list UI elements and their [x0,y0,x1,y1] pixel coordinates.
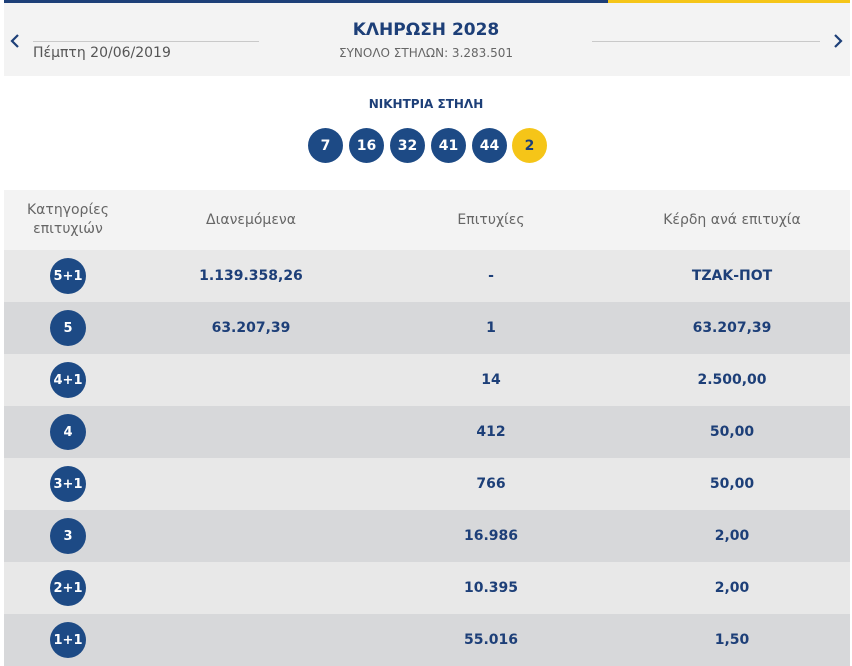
distributed-cell [151,458,351,510]
winners-cell: - [488,268,494,284]
category-badge: 4 [50,414,86,450]
prize-cell: 50,00 [709,476,755,492]
winners-cell: 55.016 [463,632,519,648]
category-badge: 5+1 [50,258,86,294]
category-badge: 3 [50,518,86,554]
winners-cell: 766 [476,476,506,492]
next-draw-button[interactable] [826,26,850,56]
header-divider-right [592,41,820,42]
table-row: 2+1 10.395 2,00 [4,562,850,614]
category-badge: 1+1 [50,622,86,658]
progress-bar-yellow [608,0,850,3]
winning-number-ball: 16 [349,128,384,163]
distributed-cell: 1.139.358,26 [199,268,303,284]
total-columns: ΣΥΝΟΛΟ ΣΤΗΛΩΝ: 3.283.501 [338,46,514,60]
table-row: 5+1 1.139.358,26 - ΤΖΑΚ-ΠΟΤ [4,250,850,302]
progress-bar-blue [4,0,608,3]
prize-cell: 2.500,00 [697,372,767,388]
header-prize: Κέρδη ανά επιτυχία [663,211,801,228]
prize-cell: 2,00 [714,528,750,544]
bonus-number-ball: 2 [512,128,547,163]
winning-column-label: ΝΙΚΗΤΡΙΑ ΣΤΗΛΗ [368,97,484,111]
previous-draw-button[interactable] [3,26,27,56]
draw-date: Πέμπτη 20/06/2019 [33,45,171,61]
distributed-cell: 63.207,39 [211,320,291,336]
table-row: 5 63.207,39 1 63.207,39 [4,302,850,354]
prize-cell: 1,50 [714,632,750,648]
header-winners: Επιτυχίες [457,211,525,228]
category-badge: 2+1 [50,570,86,606]
category-badge: 3+1 [50,466,86,502]
winners-cell: 412 [476,424,506,440]
prize-table: Κατηγορίες επιτυχιών Διανεμόμενα Επιτυχί… [4,190,850,666]
table-row: 1+1 55.016 1,50 [4,614,850,666]
category-badge: 5 [50,310,86,346]
table-row: 3+1 766 50,00 [4,458,850,510]
table-row: 3 16.986 2,00 [4,510,850,562]
table-row: 4 412 50,00 [4,406,850,458]
distributed-cell [151,614,351,666]
prize-cell: 63.207,39 [692,320,772,336]
chevron-left-icon [10,34,19,48]
winners-cell: 14 [481,372,501,388]
distributed-cell [151,354,351,406]
winners-cell: 10.395 [463,580,519,596]
distributed-cell [151,406,351,458]
winning-number-ball: 7 [308,128,343,163]
table-header: Κατηγορίες επιτυχιών Διανεμόμενα Επιτυχί… [4,190,850,250]
prize-cell: 2,00 [714,580,750,596]
winners-cell: 16.986 [463,528,519,544]
winners-cell: 1 [486,320,496,336]
header-categories: Κατηγορίες επιτυχιών [27,202,109,237]
header-distributed: Διανεμόμενα [206,211,296,228]
table-row: 4+1 14 2.500,00 [4,354,850,406]
category-badge: 4+1 [50,362,86,398]
winning-number-ball: 41 [431,128,466,163]
draw-title: ΚΛΗΡΩΣΗ 2028 [352,20,500,40]
distributed-cell [151,562,351,614]
prize-cell: ΤΖΑΚ-ΠΟΤ [691,268,773,284]
draw-header [4,0,850,76]
chevron-right-icon [834,34,843,48]
header-divider-left [33,41,259,42]
winning-number-ball: 32 [390,128,425,163]
distributed-cell [151,510,351,562]
winning-number-ball: 44 [472,128,507,163]
prize-cell: 50,00 [709,424,755,440]
